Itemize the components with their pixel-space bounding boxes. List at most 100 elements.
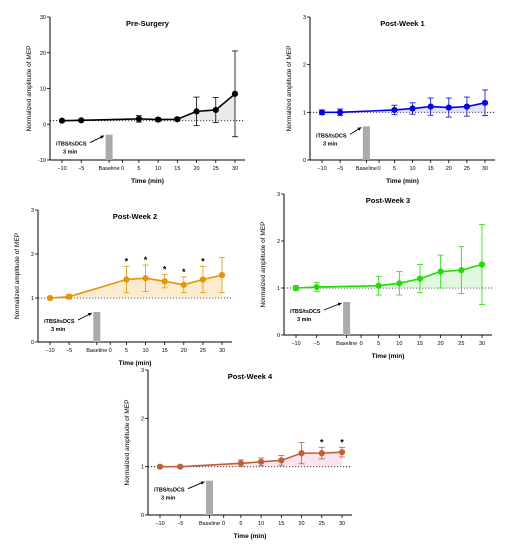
y-tick-label: 20 [40,51,46,57]
x-tick-label: 25 [213,166,219,172]
x-tick-label: Baseline [336,341,357,347]
series-line [61,93,236,122]
significance-star: * [340,437,344,447]
data-point [409,105,416,112]
arrow-head [200,481,205,485]
y-tick-label: 3 [31,208,34,214]
arrow-head [87,313,92,317]
annotation-protocol: iTBS/tsDCS [290,309,321,315]
x-tick-label: 20 [193,166,199,172]
data-point [481,99,489,106]
y-tick-label: 1 [277,286,280,292]
panel-title: Pre-Surgery [126,19,170,28]
x-tick-label: 0 [222,521,225,527]
x-tick-label: 30 [219,348,225,354]
data-point [66,293,73,300]
annotation-protocol: iTBS/tsDCS [44,319,75,325]
data-point [298,450,305,457]
x-tick-label: 10 [409,166,415,172]
x-tick-label: 5 [377,341,380,347]
data-point [463,103,470,110]
data-point [78,117,85,124]
annotation-protocol: iTBS/tsDCS [154,488,185,494]
x-tick-label: −5 [78,166,84,172]
x-tick-label: −10 [317,166,326,172]
x-tick-label: 15 [417,341,423,347]
x-axis-label: Time (min) [119,360,152,367]
data-point [445,104,452,111]
x-tick-label: −10 [291,341,300,347]
x-tick-label: −10 [155,521,164,527]
arrow-head [357,127,362,131]
series-band [50,275,222,298]
x-tick-label: 5 [393,166,396,172]
data-point [292,284,300,292]
y-axis-label: Normalized amplitude of MEP [260,222,267,308]
series-band [322,102,485,113]
series-band [160,452,342,467]
y-axis-label: Normalized amplitude of MEP [26,46,33,132]
x-axis-label: Time (min) [386,178,419,185]
y-tick-label: 3 [277,192,280,198]
stimulation-bar [362,126,370,160]
arrow-head [100,135,105,139]
data-point [156,463,164,470]
data-point [278,457,285,464]
panel-title: Post-Week 2 [113,212,157,221]
data-point [155,116,162,123]
significance-star: * [163,265,167,275]
annotation-duration: 3 min [51,327,66,333]
panel-title: Post-Week 1 [380,19,424,28]
y-tick-label: 2 [277,239,280,245]
data-point [318,109,326,116]
series-line [160,451,343,468]
x-tick-label: 25 [464,166,470,172]
x-tick-label: 15 [174,166,180,172]
y-tick-label: 1 [141,465,144,471]
y-tick-label: 0 [31,340,34,346]
data-point [46,294,54,302]
significance-star: * [320,437,324,447]
y-tick-label: -10 [38,158,46,164]
x-tick-label: 10 [396,341,402,347]
data-point [58,117,66,124]
y-tick-label: 3 [303,15,306,21]
data-point [458,267,465,274]
y-axis-label: Normalized amplitude of MEP [124,400,131,486]
x-tick-label: 5 [125,348,128,354]
x-tick-label: 30 [339,521,345,527]
y-tick-label: 1 [31,296,34,302]
data-point [258,458,265,465]
x-tick-label: 30 [232,166,238,172]
annotation-duration: 3 min [323,141,338,147]
data-point [218,272,226,279]
data-point [199,276,206,283]
x-tick-label: 10 [258,521,264,527]
data-point [427,103,434,110]
x-axis-label: Time (min) [234,533,267,540]
y-tick-label: 2 [303,63,306,69]
x-tick-label: Baseline [199,521,220,527]
data-point [313,283,320,291]
x-tick-label: 25 [319,521,325,527]
x-tick-label: 30 [479,341,485,347]
stimulation-bar [93,312,101,342]
stimulation-bar [343,302,351,335]
y-tick-label: 0 [303,158,306,164]
data-point [193,108,200,115]
x-tick-label: −5 [66,348,72,354]
x-tick-label: −5 [314,341,320,347]
stimulation-bar [105,134,113,160]
data-point [135,115,142,122]
x-axis-label: Time (min) [131,178,164,185]
x-tick-label: 0 [109,348,112,354]
x-tick-label: 20 [181,348,187,354]
x-tick-label: 25 [458,341,464,347]
data-point [338,449,346,456]
significance-star: * [201,256,205,266]
data-point [337,109,344,116]
